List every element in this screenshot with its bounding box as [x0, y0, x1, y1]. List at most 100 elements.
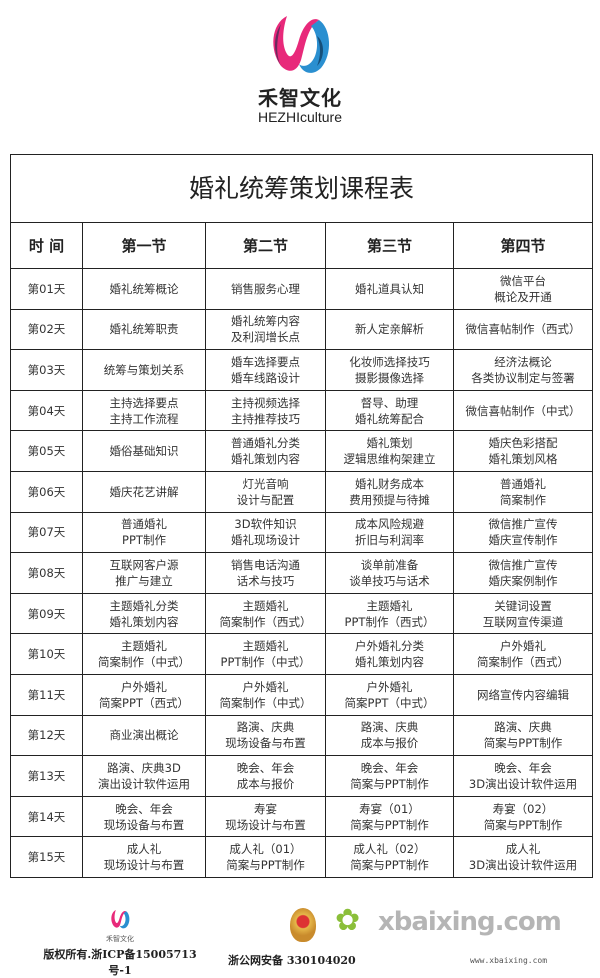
- session-cell: 成本风险规避 折旧与利润率: [325, 511, 454, 554]
- day-cell: 第11天: [10, 673, 83, 716]
- watermark-url: www.xbaixing.com: [470, 956, 548, 965]
- session-cell: 成人礼（01） 简案与PPT制作: [205, 836, 326, 878]
- session-cell: 成人礼（02） 简案与PPT制作: [325, 836, 454, 878]
- column-header: 第一节: [82, 222, 206, 269]
- session-cell: 3D软件知识 婚礼现场设计: [205, 511, 326, 554]
- column-header: 第四节: [453, 222, 593, 269]
- session-cell: 互联网客户源 推广与建立: [82, 552, 206, 594]
- session-cell: 婚俗基础知识: [82, 430, 206, 472]
- session-cell: 户外婚礼分类 婚礼策划内容: [325, 633, 454, 675]
- column-header: 第三节: [325, 222, 454, 269]
- session-cell: 成人礼 现场设计与布置: [82, 836, 206, 878]
- session-cell: 主题婚礼 简案制作（西式）: [205, 592, 326, 635]
- session-cell: 婚礼道具认知: [325, 268, 454, 310]
- day-cell: 第10天: [10, 633, 83, 675]
- day-cell: 第05天: [10, 430, 83, 472]
- session-cell: 婚礼统筹职责: [82, 308, 206, 351]
- course-schedule-table: 婚礼统筹策划课程表 时 间第一节 第二节 第三节 第四节 第01天 婚礼统筹概论 销售服务…: [10, 154, 593, 878]
- table-row: 第04天 主持选择要点 主持工作流程 主持视频选择 主持推荐技巧 督导、助理 婚礼统筹…: [10, 389, 593, 432]
- session-cell: 微信喜帖制作（中式）: [453, 389, 593, 432]
- table-row: 第05天 婚俗基础知识 普通婚礼分类 婚礼策划内容 婚礼策划 逻辑思维构架建立 婚庆色彩…: [10, 430, 593, 472]
- table-row: 第08天 互联网客户源 推广与建立 销售电话沟通 话术与技巧 谈单前准备 谈单技巧与话…: [10, 552, 593, 594]
- session-cell: 婚庆花艺讲解: [82, 470, 206, 513]
- session-cell: 微信平台 概论及开通: [453, 268, 593, 310]
- session-cell: 商业演出概论: [82, 714, 206, 757]
- footer-logo-icon: [111, 909, 130, 929]
- session-cell: 主题婚礼 简案制作（中式）: [82, 633, 206, 675]
- session-cell: 灯光音响 设计与配置: [205, 470, 326, 513]
- day-cell: 第03天: [10, 349, 83, 391]
- day-cell: 第12天: [10, 714, 83, 757]
- session-cell: 新人定亲解析: [325, 308, 454, 351]
- table-row: 第14天 晚会、年会 现场设备与布置 寿宴 现场设计与布置 寿宴（01） 简案与PPT…: [10, 795, 593, 838]
- brand-logo-icon: [273, 16, 330, 73]
- brand-name-en: HEZHIculture: [257, 109, 343, 125]
- footer: 禾智文化 版权所有.浙ICP备15005713号-1 浙公网安备 3301040…: [0, 900, 600, 978]
- table-title: 婚礼统筹策划课程表: [10, 154, 593, 223]
- session-cell: 主题婚礼 PPT制作（中式）: [205, 633, 326, 675]
- session-cell: 关键词设置 互联网宣传渠道: [453, 592, 593, 635]
- brand-name-cn: 禾智文化: [258, 86, 342, 110]
- session-cell: 晚会、年会 3D演出设计软件运用: [453, 755, 593, 797]
- session-cell: 微信推广宣传 婚庆案例制作: [453, 552, 593, 594]
- session-cell: 户外婚礼 简案制作（中式）: [205, 673, 326, 716]
- day-cell: 第13天: [10, 755, 83, 797]
- session-cell: 寿宴（01） 简案与PPT制作: [325, 795, 454, 838]
- day-cell: 第06天: [10, 470, 83, 513]
- table-row: 第07天 普通婚礼 PPT制作 3D软件知识 婚礼现场设计 成本风险规避 折旧与利润率…: [10, 511, 593, 554]
- table-row: 第15天 成人礼 现场设计与布置 成人礼（01） 简案与PPT制作 成人礼（02） 简…: [10, 836, 593, 878]
- column-header: 时 间: [10, 222, 83, 269]
- session-cell: 经济法概论 各类协议制定与签署: [453, 349, 593, 391]
- day-cell: 第09天: [10, 592, 83, 635]
- police-badge-icon: [290, 908, 316, 942]
- day-cell: 第14天: [10, 795, 83, 838]
- session-cell: 晚会、年会 现场设备与布置: [82, 795, 206, 838]
- session-cell: 婚车选择要点 婚车线路设计: [205, 349, 326, 391]
- session-cell: 寿宴（02） 简案与PPT制作: [453, 795, 593, 838]
- table-row: 第03天 统筹与策划关系 婚车选择要点 婚车线路设计 化妆师选择技巧 摄影摄像选择 经济…: [10, 349, 593, 391]
- day-cell: 第08天: [10, 552, 83, 594]
- session-cell: 寿宴 现场设计与布置: [205, 795, 326, 838]
- table-row: 第10天 主题婚礼 简案制作（中式） 主题婚礼 PPT制作（中式） 户外婚礼分类 婚礼…: [10, 633, 593, 675]
- session-cell: 户外婚礼 简案PPT（西式）: [82, 673, 206, 716]
- session-cell: 婚礼财务成本 费用预提与待摊: [325, 470, 454, 513]
- day-cell: 第04天: [10, 389, 83, 432]
- table-row: 第13天 路演、庆典3D 演出设计软件运用 晚会、年会 成本与报价 晚会、年会 简案与…: [10, 755, 593, 797]
- table-row: 第01天 婚礼统筹概论 销售服务心理 婚礼道具认知 微信平台 概论及开通: [10, 268, 593, 310]
- session-cell: 统筹与策划关系: [82, 349, 206, 391]
- session-cell: 户外婚礼 简案PPT（中式）: [325, 673, 454, 716]
- footer-police-record: 浙公网安备 330104020: [228, 954, 356, 967]
- footer-copyright-block: 禾智文化 版权所有.浙ICP备15005713号-1: [35, 908, 205, 978]
- watermark: xbaixing.com: [378, 907, 562, 937]
- session-cell: 户外婚礼 简案制作（西式）: [453, 633, 593, 675]
- session-cell: 婚礼策划 逻辑思维构架建立: [325, 430, 454, 472]
- session-cell: 普通婚礼 简案制作: [453, 470, 593, 513]
- footer-brand: 禾智文化: [106, 935, 134, 943]
- session-cell: 主题婚礼 PPT制作（西式）: [325, 592, 454, 635]
- session-cell: 主持选择要点 主持工作流程: [82, 389, 206, 432]
- session-cell: 成人礼 3D演出设计软件运用: [453, 836, 593, 878]
- footer-copyright: 版权所有.浙ICP备15005713号-1: [43, 948, 197, 977]
- session-cell: 晚会、年会 简案与PPT制作: [325, 755, 454, 797]
- watermark-logo-icon: ✿: [335, 903, 361, 938]
- table-row: 第09天 主题婚礼分类 婚礼策划内容 主题婚礼 简案制作（西式） 主题婚礼 PPT制作…: [10, 592, 593, 635]
- session-cell: 普通婚礼分类 婚礼策划内容: [205, 430, 326, 472]
- day-cell: 第07天: [10, 511, 83, 554]
- session-cell: 网络宣传内容编辑: [453, 673, 593, 716]
- brand-logo: 禾智文化 HEZHIculture: [250, 10, 350, 125]
- session-cell: 晚会、年会 成本与报价: [205, 755, 326, 797]
- session-cell: 销售服务心理: [205, 268, 326, 310]
- session-cell: 路演、庆典 现场设备与布置: [205, 714, 326, 757]
- session-cell: 婚庆色彩搭配 婚礼策划风格: [453, 430, 593, 472]
- day-cell: 第01天: [10, 268, 83, 310]
- session-cell: 路演、庆典3D 演出设计软件运用: [82, 755, 206, 797]
- table-row: 第06天 婚庆花艺讲解 灯光音响 设计与配置 婚礼财务成本 费用预提与待摊 普通婚礼 简…: [10, 470, 593, 513]
- session-cell: 普通婚礼 PPT制作: [82, 511, 206, 554]
- session-cell: 督导、助理 婚礼统筹配合: [325, 389, 454, 432]
- table-row: 第11天 户外婚礼 简案PPT（西式） 户外婚礼 简案制作（中式） 户外婚礼 简案PP…: [10, 673, 593, 716]
- column-header: 第二节: [205, 222, 326, 269]
- table-row: 第02天 婚礼统筹职责 婚礼统筹内容 及利润增长点 新人定亲解析 微信喜帖制作（西式）: [10, 308, 593, 351]
- session-cell: 微信推广宣传 婚庆宣传制作: [453, 511, 593, 554]
- session-cell: 微信喜帖制作（西式）: [453, 308, 593, 351]
- table-row: 第12天 商业演出概论 路演、庆典 现场设备与布置 路演、庆典 成本与报价 路演、庆典 …: [10, 714, 593, 757]
